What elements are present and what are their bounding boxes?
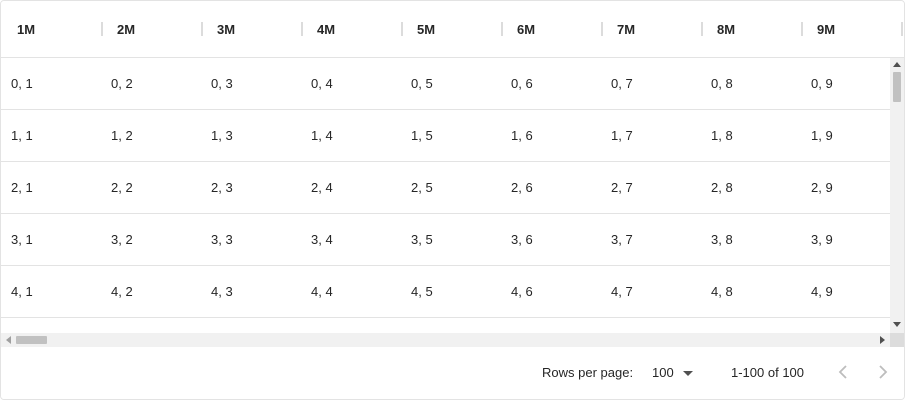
chevron-left-icon[interactable]: [832, 361, 854, 383]
table-cell[interactable]: 4, 6: [511, 284, 533, 299]
table-cell[interactable]: 2, 8: [711, 180, 733, 195]
table-cell[interactable]: 2, 9: [811, 180, 833, 195]
column-header[interactable]: 2M: [117, 21, 136, 37]
next-page-button[interactable]: [872, 361, 894, 383]
table-cell[interactable]: 3, 1: [11, 232, 33, 247]
table-cell[interactable]: 2, 6: [511, 180, 533, 195]
table-cell[interactable]: 2, 7: [611, 180, 633, 195]
column-resize-handle[interactable]: [801, 22, 803, 36]
table-row[interactable]: 4, 1 4, 2 4, 3 4, 4 4, 5 4, 6 4, 7 4, 8 4, 9: [1, 266, 890, 318]
table-row[interactable]: 2, 1 2, 2 2, 3 2, 4 2, 5 2, 6 2, 7 2, 8 2, 9: [1, 162, 890, 214]
table-cell[interactable]: 0, 6: [511, 76, 533, 91]
table-cell[interactable]: 0, 5: [411, 76, 433, 91]
grid-header: 1M 2M 3M 4M 5M 6M 7M 8M 9M: [1, 1, 904, 58]
column-header[interactable]: 1M: [17, 21, 36, 37]
table-cell[interactable]: 0, 9: [811, 76, 833, 91]
table-cell[interactable]: 3, 6: [511, 232, 533, 247]
scroll-left-icon[interactable]: [6, 336, 11, 344]
table-cell[interactable]: 3, 2: [111, 232, 133, 247]
pagination-range: 1-100 of 100: [731, 365, 805, 380]
rows-per-page-value[interactable]: 100: [652, 365, 674, 380]
table-cell[interactable]: 0, 4: [311, 76, 333, 91]
table-cell[interactable]: 1, 5: [411, 128, 433, 143]
table-cell[interactable]: 4, 2: [111, 284, 133, 299]
table-cell[interactable]: 2, 2: [111, 180, 133, 195]
column-resize-handle[interactable]: [201, 22, 203, 36]
table-cell[interactable]: 4, 8: [711, 284, 733, 299]
table-cell[interactable]: 4, 4: [311, 284, 333, 299]
vertical-scroll-thumb[interactable]: [893, 72, 901, 102]
table-cell[interactable]: 4, 7: [611, 284, 633, 299]
column-resize-handle[interactable]: [401, 22, 403, 36]
horizontal-scrollbar[interactable]: [1, 333, 890, 347]
table-cell[interactable]: 3, 8: [711, 232, 733, 247]
table-cell[interactable]: 3, 4: [311, 232, 333, 247]
column-resize-handle[interactable]: [901, 22, 903, 36]
pagination-footer: Rows per page: 100 1-100 of 100: [1, 347, 904, 399]
table-cell[interactable]: 1, 2: [111, 128, 133, 143]
table-cell[interactable]: 1, 6: [511, 128, 533, 143]
column-resize-handle[interactable]: [501, 22, 503, 36]
table-cell[interactable]: 2, 3: [211, 180, 233, 195]
column-resize-handle[interactable]: [701, 22, 703, 36]
column-header[interactable]: 8M: [717, 21, 736, 37]
table-cell[interactable]: 4, 1: [11, 284, 33, 299]
table-cell[interactable]: 0, 1: [11, 76, 33, 91]
table-row[interactable]: 0, 1 0, 2 0, 3 0, 4 0, 5 0, 6 0, 7 0, 8 0, 9: [1, 58, 890, 110]
column-header[interactable]: 6M: [517, 21, 536, 37]
column-header[interactable]: 3M: [217, 21, 236, 37]
table-cell[interactable]: 3, 5: [411, 232, 433, 247]
table-cell[interactable]: 1, 1: [11, 128, 33, 143]
grid-body: 0, 1 0, 2 0, 3 0, 4 0, 5 0, 6 0, 7 0, 8 0, 9 1, 1…: [1, 58, 890, 333]
column-resize-handle[interactable]: [101, 22, 103, 36]
table-cell[interactable]: 0, 7: [611, 76, 633, 91]
horizontal-scroll-thumb[interactable]: [16, 336, 47, 344]
column-header[interactable]: 5M: [417, 21, 436, 37]
scroll-down-icon[interactable]: [893, 322, 901, 327]
scroll-right-icon[interactable]: [880, 336, 885, 344]
table-cell[interactable]: 1, 9: [811, 128, 833, 143]
table-cell[interactable]: 1, 4: [311, 128, 333, 143]
table-cell[interactable]: 3, 7: [611, 232, 633, 247]
table-cell[interactable]: 4, 3: [211, 284, 233, 299]
table-cell[interactable]: 1, 7: [611, 128, 633, 143]
column-header[interactable]: 7M: [617, 21, 636, 37]
table-cell[interactable]: 0, 8: [711, 76, 733, 91]
column-resize-handle[interactable]: [601, 22, 603, 36]
rows-per-page-select[interactable]: 100: [652, 359, 702, 385]
table-cell[interactable]: 2, 1: [11, 180, 33, 195]
scroll-up-icon[interactable]: [893, 62, 901, 67]
table-cell[interactable]: 0, 3: [211, 76, 233, 91]
table-cell[interactable]: 3, 9: [811, 232, 833, 247]
table-row[interactable]: 3, 1 3, 2 3, 3 3, 4 3, 5 3, 6 3, 7 3, 8 3, 9: [1, 214, 890, 266]
table-cell[interactable]: 1, 3: [211, 128, 233, 143]
table-cell[interactable]: 4, 5: [411, 284, 433, 299]
table-cell[interactable]: 3, 3: [211, 232, 233, 247]
column-header[interactable]: 4M: [317, 21, 336, 37]
table-row[interactable]: 1, 1 1, 2 1, 3 1, 4 1, 5 1, 6 1, 7 1, 8 1, 9: [1, 110, 890, 162]
vertical-scrollbar[interactable]: [890, 58, 904, 333]
table-cell[interactable]: 4, 9: [811, 284, 833, 299]
previous-page-button[interactable]: [832, 361, 854, 383]
table-cell[interactable]: 2, 5: [411, 180, 433, 195]
table-cell[interactable]: 0, 2: [111, 76, 133, 91]
scrollbar-corner: [890, 333, 904, 347]
chevron-right-icon[interactable]: [872, 361, 894, 383]
column-resize-handle[interactable]: [301, 22, 303, 36]
caret-down-icon[interactable]: [683, 371, 693, 376]
column-header[interactable]: 9M: [817, 21, 836, 37]
table-cell[interactable]: 1, 8: [711, 128, 733, 143]
table-cell[interactable]: 2, 4: [311, 180, 333, 195]
rows-per-page-label: Rows per page:: [542, 365, 634, 380]
